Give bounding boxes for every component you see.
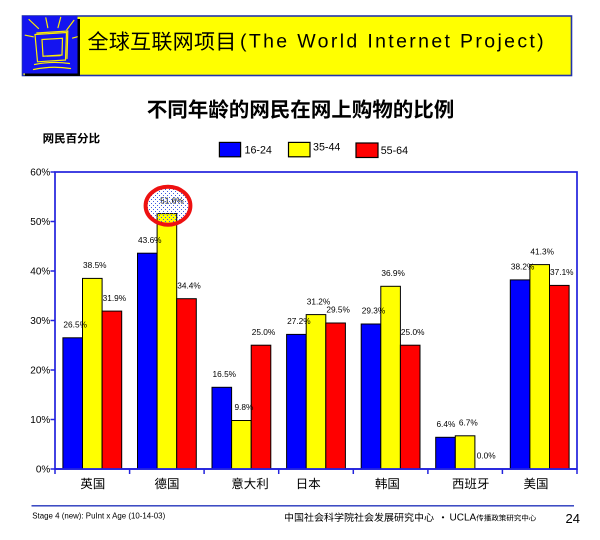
svg-text:30%: 30% (30, 316, 50, 327)
svg-text:9.8%: 9.8% (234, 402, 254, 412)
svg-text:50%: 50% (30, 217, 50, 228)
svg-text:60%: 60% (30, 168, 50, 179)
svg-text:27.2%: 27.2% (287, 316, 311, 326)
svg-text:29.5%: 29.5% (326, 305, 350, 315)
svg-text:(The World Internet Project): (The World Internet Project) (240, 31, 546, 53)
svg-text:26.5%: 26.5% (63, 320, 87, 330)
svg-text:UCLA: UCLA (450, 513, 477, 524)
svg-text:20%: 20% (30, 366, 50, 377)
svg-text:29.3%: 29.3% (362, 306, 386, 316)
svg-text:40%: 40% (30, 267, 50, 278)
svg-text:43.6%: 43.6% (138, 235, 162, 245)
svg-text:Stage 4 (new): PuInt x Age (10: Stage 4 (new): PuInt x Age (10-14-03) (32, 512, 165, 521)
svg-text:35-44: 35-44 (313, 142, 340, 154)
svg-text:6.7%: 6.7% (459, 418, 479, 428)
svg-text:41.3%: 41.3% (530, 246, 554, 256)
svg-text:37.1%: 37.1% (550, 267, 574, 277)
svg-text:34.4%: 34.4% (177, 280, 201, 290)
svg-text:25.0%: 25.0% (252, 327, 276, 337)
svg-text:24: 24 (566, 511, 580, 526)
svg-text:38.5%: 38.5% (83, 260, 107, 270)
svg-text:36.9%: 36.9% (381, 268, 405, 278)
svg-text:38.2%: 38.2% (511, 262, 535, 272)
svg-text:6.4%: 6.4% (436, 419, 456, 429)
svg-text:0.0%: 0.0% (477, 451, 497, 461)
svg-text:0%: 0% (36, 465, 51, 476)
svg-text:10%: 10% (30, 415, 50, 426)
svg-text:16-24: 16-24 (245, 145, 272, 157)
svg-text:31.2%: 31.2% (307, 296, 331, 306)
svg-text:25.0%: 25.0% (401, 327, 425, 337)
svg-text:16.5%: 16.5% (213, 369, 237, 379)
svg-text:31.9%: 31.9% (103, 293, 127, 303)
svg-text:55-64: 55-64 (381, 145, 408, 157)
